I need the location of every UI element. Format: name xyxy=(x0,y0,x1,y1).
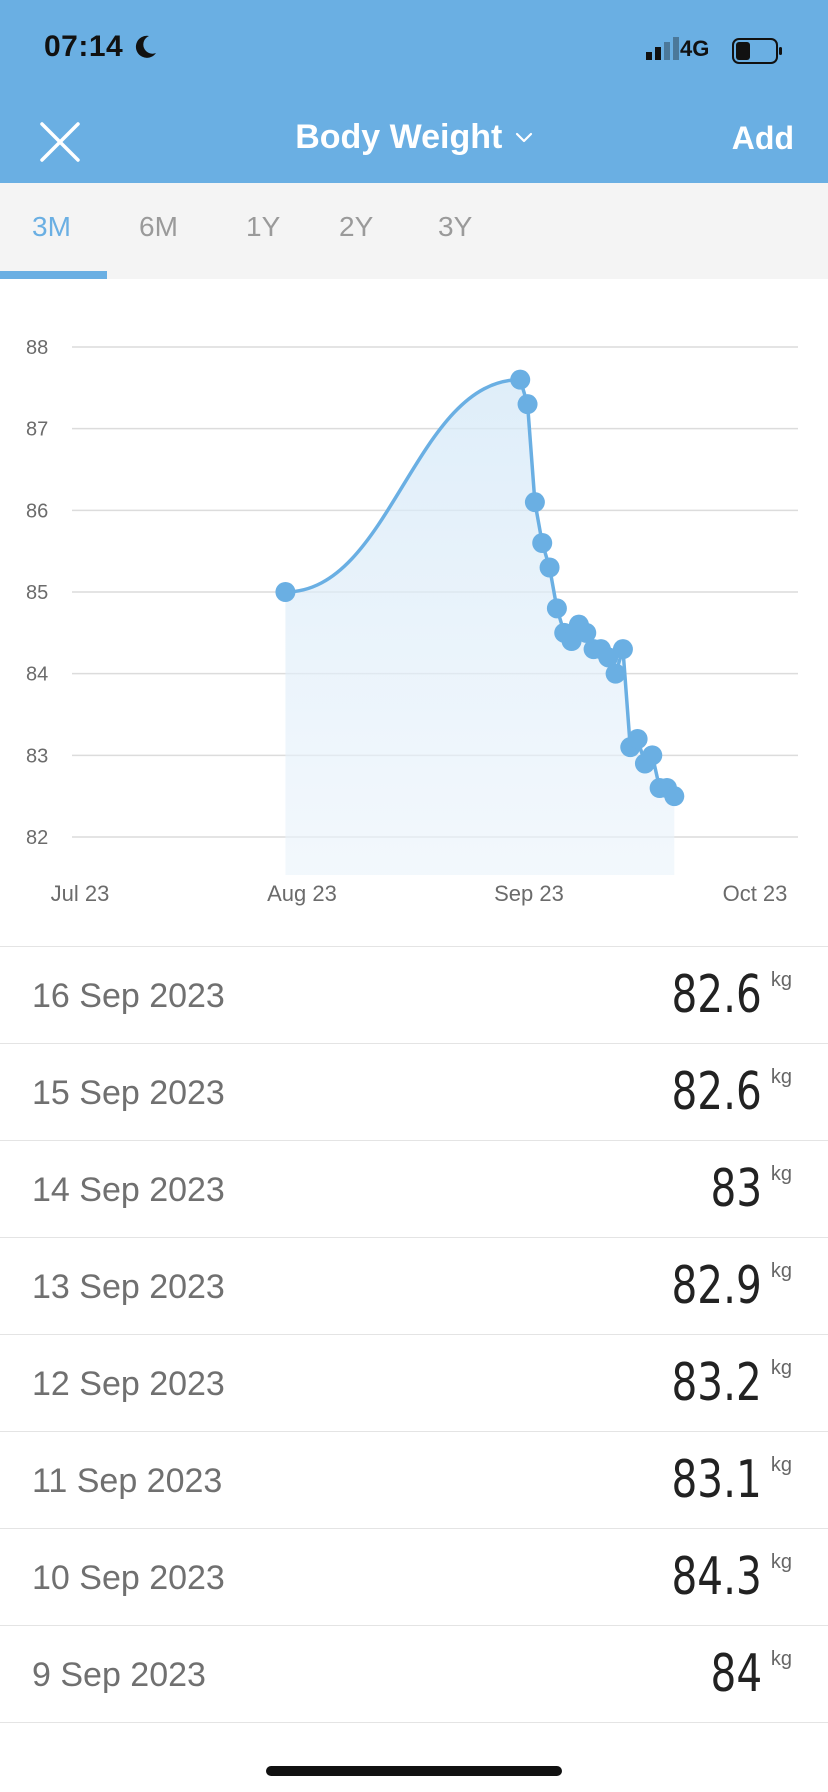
battery-icon xyxy=(732,38,782,64)
tab-1y[interactable]: 1Y xyxy=(246,211,281,242)
entry-value: 82.6 xyxy=(671,965,762,1025)
list-item[interactable]: 14 Sep 2023 83 kg xyxy=(0,1140,828,1237)
y-tick-label: 84 xyxy=(26,664,48,686)
y-tick-label: 83 xyxy=(26,745,48,767)
chevron-down-icon xyxy=(515,132,532,142)
entry-unit: kg xyxy=(770,1163,792,1185)
list-item[interactable]: 10 Sep 2023 84.3 kg xyxy=(0,1528,828,1625)
signal-icon xyxy=(646,37,679,60)
entry-unit: kg xyxy=(770,1357,792,1379)
list-item[interactable]: 16 Sep 2023 82.6 kg xyxy=(0,946,828,1043)
entry-value: 84 xyxy=(710,1644,762,1704)
tab-2y[interactable]: 2Y xyxy=(339,211,374,242)
entry-date: 15 Sep 2023 xyxy=(32,1074,225,1112)
tab-3m[interactable]: 3M xyxy=(32,211,71,242)
list-item[interactable]: 15 Sep 2023 82.6 kg xyxy=(0,1043,828,1140)
tab-3y[interactable]: 3Y xyxy=(438,211,473,242)
weight-chart: 88 87 86 85 84 83 82 Jul 23 Aug 23 Sep 23 Oct 23 xyxy=(26,337,798,906)
entry-unit: kg xyxy=(770,1260,792,1282)
page-title: Body Weight xyxy=(295,118,503,156)
data-point[interactable] xyxy=(524,492,545,513)
data-point[interactable] xyxy=(532,533,553,553)
entry-date: 16 Sep 2023 xyxy=(32,977,225,1015)
y-tick-label: 87 xyxy=(26,419,48,441)
status-time: 07:14 xyxy=(44,30,124,63)
x-tick-label: Oct 23 xyxy=(723,881,788,906)
home-indicator xyxy=(266,1766,562,1776)
weight-area xyxy=(285,379,675,875)
data-point[interactable] xyxy=(510,369,531,390)
x-tick-label: Sep 23 xyxy=(494,881,564,906)
entry-unit: kg xyxy=(770,1454,792,1476)
network-label: 4G xyxy=(680,36,710,61)
add-button[interactable]: Add xyxy=(731,120,794,156)
range-tabs: 3M 6M 1Y 2Y 3Y xyxy=(0,183,828,279)
list-item[interactable]: 11 Sep 2023 83.1 kg xyxy=(0,1431,828,1528)
data-point[interactable] xyxy=(612,639,633,660)
entry-date: 14 Sep 2023 xyxy=(32,1171,225,1209)
data-point[interactable] xyxy=(561,631,582,651)
list-item[interactable]: 13 Sep 2023 82.9 kg xyxy=(0,1237,828,1334)
data-point[interactable] xyxy=(517,394,538,415)
x-tick-label: Jul 23 xyxy=(51,881,110,906)
data-point[interactable] xyxy=(598,647,619,668)
list-item[interactable]: 12 Sep 2023 83.2 kg xyxy=(0,1334,828,1431)
entry-value: 82.9 xyxy=(671,1256,762,1316)
data-point[interactable] xyxy=(576,622,597,643)
tab-6m[interactable]: 6M xyxy=(139,211,178,242)
moon-icon xyxy=(135,35,156,58)
y-tick-label: 85 xyxy=(26,582,48,604)
entry-unit: kg xyxy=(770,1551,792,1573)
data-point[interactable] xyxy=(275,582,296,602)
active-tab-indicator xyxy=(0,271,107,279)
data-point[interactable] xyxy=(546,598,567,619)
data-point[interactable] xyxy=(664,786,685,807)
entry-date: 13 Sep 2023 xyxy=(32,1268,225,1306)
entry-unit: kg xyxy=(770,969,792,991)
entry-date: 10 Sep 2023 xyxy=(32,1559,225,1597)
y-tick-label: 86 xyxy=(26,500,48,522)
entry-date: 12 Sep 2023 xyxy=(32,1365,225,1403)
entries-list: 16 Sep 2023 82.6 kg 15 Sep 2023 82.6 kg … xyxy=(0,946,828,1723)
entry-value: 83.1 xyxy=(671,1450,762,1510)
entry-date: 11 Sep 2023 xyxy=(32,1462,223,1500)
list-item[interactable]: 9 Sep 2023 84 kg xyxy=(0,1625,828,1723)
x-tick-label: Aug 23 xyxy=(267,881,337,906)
y-tick-label: 82 xyxy=(26,827,48,849)
y-tick-label: 88 xyxy=(26,337,48,359)
entry-value: 83 xyxy=(710,1159,762,1219)
entry-date: 9 Sep 2023 xyxy=(32,1656,206,1694)
data-point[interactable] xyxy=(642,745,663,766)
top-bar: 07:14 4G Body Weight Add xyxy=(0,0,828,183)
data-point[interactable] xyxy=(539,557,560,578)
metric-selector[interactable]: Body Weight xyxy=(0,118,828,157)
entry-value: 84.3 xyxy=(671,1547,762,1607)
entry-value: 83.2 xyxy=(671,1353,762,1413)
data-point[interactable] xyxy=(605,663,626,684)
entry-value: 82.6 xyxy=(671,1062,762,1122)
entry-unit: kg xyxy=(770,1066,792,1088)
data-point[interactable] xyxy=(627,729,648,749)
entry-unit: kg xyxy=(770,1648,792,1670)
close-icon[interactable] xyxy=(38,120,82,164)
